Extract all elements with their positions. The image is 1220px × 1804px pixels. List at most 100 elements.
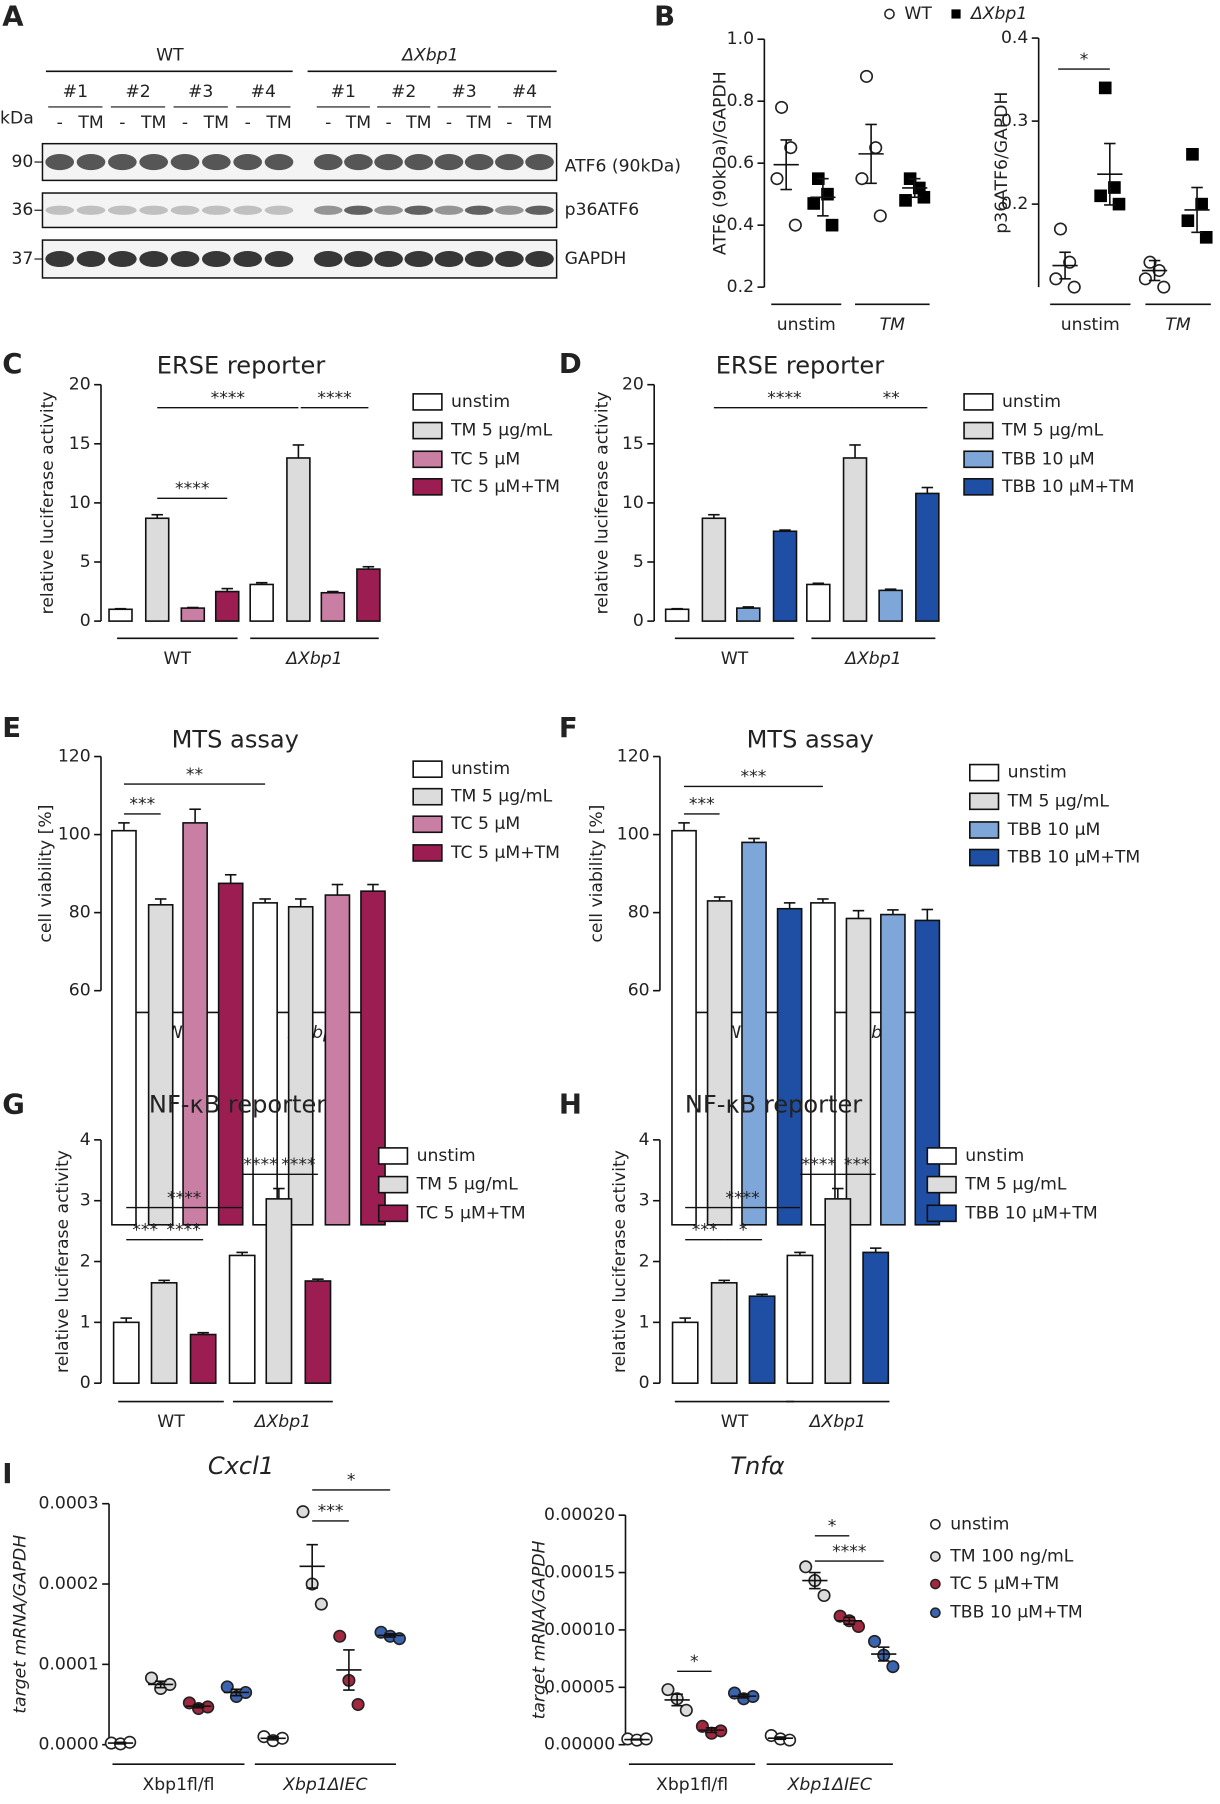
y-tick-label: 0.00000 xyxy=(544,1735,615,1755)
y-tick-label: 1 xyxy=(639,1312,650,1332)
y-tick-label: 0.8 xyxy=(727,91,754,111)
panel-label: A xyxy=(2,0,24,32)
y-tick-label: 4 xyxy=(639,1130,650,1150)
marker-label: 36 xyxy=(11,200,33,220)
y-tick-label: 0.2 xyxy=(727,277,754,297)
group-label: ΔXbp1 xyxy=(808,1412,866,1432)
legend-swatch xyxy=(963,393,994,411)
chart-title: NF-κB reporter xyxy=(149,1090,326,1118)
data-point xyxy=(1094,189,1107,203)
bar xyxy=(671,829,697,1226)
blot-band xyxy=(170,250,200,268)
panel-label: F xyxy=(559,712,578,744)
blot-band xyxy=(139,205,169,215)
lane-label: TM xyxy=(526,113,552,133)
lane-label: TM xyxy=(77,113,103,133)
legend-label: TM 5 µg/mL xyxy=(450,421,553,441)
group-label: ΔXbp1 xyxy=(843,649,901,669)
blot-band xyxy=(76,250,106,268)
bar xyxy=(214,590,240,622)
replicate-label: #3 xyxy=(188,82,213,102)
y-tick-label: 100 xyxy=(617,825,650,845)
bar xyxy=(664,608,690,622)
data-point xyxy=(333,1629,347,1643)
group-label: unstim xyxy=(1061,315,1120,335)
group-label: Xbp1ΔIEC xyxy=(787,1775,872,1795)
chart-title: Cxcl1 xyxy=(208,1452,274,1480)
group-label: Xbp1ΔIEC xyxy=(282,1775,367,1795)
bar xyxy=(304,1280,332,1384)
lane-label: - xyxy=(446,113,452,133)
legend-swatch xyxy=(926,1175,957,1194)
y-tick-label: 3 xyxy=(639,1191,650,1211)
data-point xyxy=(821,187,834,201)
data-point xyxy=(1186,147,1199,161)
group-label: ΔXbp1 xyxy=(253,1412,311,1432)
legend-swatch xyxy=(968,792,1000,811)
legend-label: TM 5 µg/mL xyxy=(416,1175,519,1195)
legend-swatch xyxy=(412,760,443,779)
significance-label: ** xyxy=(883,388,901,408)
bar xyxy=(360,890,386,1226)
blot-band xyxy=(233,153,263,171)
group-label: Xbp1fl/fl xyxy=(656,1775,728,1795)
legend-label: ΔXbp1 xyxy=(969,4,1027,24)
legend-swatch xyxy=(930,1578,941,1590)
blot-band xyxy=(495,153,524,171)
legend-label: TBB 10 µM xyxy=(1001,449,1095,469)
blot-band xyxy=(76,205,106,215)
significance-label: *** xyxy=(741,767,767,787)
significance-label: * xyxy=(347,1471,356,1491)
group-label: unstim xyxy=(777,315,836,335)
legend-swatch xyxy=(968,821,1000,839)
legend-label: TBB 10 µM+TM xyxy=(1001,477,1135,497)
y-tick-label: 0.4 xyxy=(727,215,754,235)
y-tick-label: 3 xyxy=(80,1191,91,1211)
blot-band xyxy=(404,250,434,268)
replicate-label: #2 xyxy=(391,82,416,102)
legend-label: TM 5 µg/mL xyxy=(1001,421,1104,441)
bar xyxy=(108,608,133,622)
legend-label: TBB 10 µM+TM xyxy=(1007,848,1140,868)
legend-label: TC 5 µM+TM xyxy=(949,1574,1059,1594)
band-label: p36ATF6 xyxy=(565,200,640,220)
data-point xyxy=(886,1660,900,1674)
legend-label: TBB 10 µM xyxy=(1007,820,1101,840)
legend-swatch xyxy=(968,848,1000,867)
y-tick-label: 80 xyxy=(69,903,91,923)
data-point xyxy=(1053,222,1068,236)
group-label: TM xyxy=(1165,315,1191,335)
y-tick-label: 1 xyxy=(80,1312,91,1332)
lane-label: - xyxy=(386,113,392,133)
y-tick-label: 120 xyxy=(58,747,91,767)
data-point xyxy=(1112,197,1126,211)
significance-label: **** xyxy=(167,1188,202,1208)
data-point xyxy=(873,209,887,223)
y-axis-label: cell viability [%] xyxy=(587,805,607,943)
legend-swatch xyxy=(412,787,443,806)
significance-label: * xyxy=(1080,50,1089,70)
legend-swatch xyxy=(412,815,443,834)
lane-label: TM xyxy=(140,113,166,133)
panel-label: C xyxy=(2,348,22,380)
y-tick-label: 0 xyxy=(80,1373,91,1393)
blot-band xyxy=(464,250,494,268)
legend-label: unstim xyxy=(965,1146,1024,1166)
y-tick-label: 0 xyxy=(633,611,644,631)
chart-title: Tnfα xyxy=(730,1452,784,1480)
data-point xyxy=(788,218,802,232)
blot-band xyxy=(264,153,294,171)
chart-title: MTS assay xyxy=(747,725,874,753)
y-tick-label: 5 xyxy=(80,552,91,572)
blot-band xyxy=(495,205,524,215)
legend-label: TC 5 µM+TM xyxy=(450,843,560,863)
bar xyxy=(915,492,940,622)
legend-swatch xyxy=(926,1204,957,1223)
legend-label: unstim xyxy=(1002,392,1061,412)
blot-band xyxy=(201,205,231,215)
bar xyxy=(880,913,906,1226)
legend-swatch xyxy=(412,393,443,411)
group-label: WT xyxy=(157,1412,185,1432)
legend-swatch xyxy=(968,763,1000,782)
legend-swatch xyxy=(377,1204,409,1223)
